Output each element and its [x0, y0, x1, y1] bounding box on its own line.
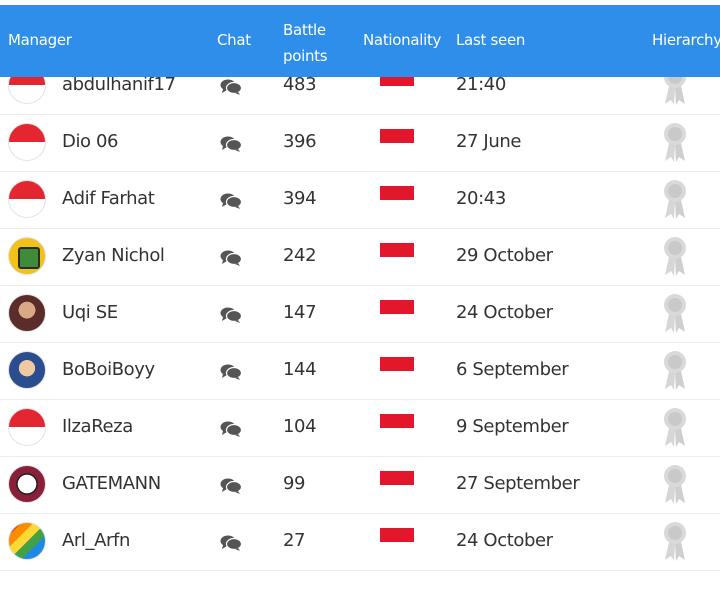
- last-seen: 6 September: [456, 359, 569, 380]
- manager-name[interactable]: BoBoiBoyy: [62, 359, 155, 380]
- manager-name[interactable]: abdulhanif17: [62, 77, 176, 95]
- last-seen: 29 October: [456, 245, 553, 266]
- avatar[interactable]: [8, 522, 46, 560]
- battle-points: 242: [283, 245, 317, 266]
- manager-name[interactable]: Arl_Arfn: [62, 530, 130, 551]
- header-battle-line1: Battle: [283, 21, 326, 39]
- indonesia-flag-icon: [380, 186, 414, 200]
- header-battle-points[interactable]: Battle points: [283, 17, 328, 69]
- header-nationality[interactable]: Nationality: [363, 31, 442, 49]
- avatar[interactable]: [8, 465, 46, 503]
- avatar[interactable]: [8, 408, 46, 446]
- chat-bubble-icon[interactable]: [220, 78, 242, 96]
- indonesia-flag-icon: [380, 414, 414, 428]
- table-row[interactable]: Adif Farhat 394 20:43: [0, 172, 720, 229]
- battle-points: 99: [283, 473, 306, 494]
- medal-rank-icon: [664, 123, 686, 162]
- last-seen: 24 October: [456, 530, 553, 551]
- indonesia-flag-icon: [380, 528, 414, 542]
- chat-bubble-icon[interactable]: [220, 534, 242, 552]
- last-seen: 27 June: [456, 131, 522, 152]
- chat-bubble-icon[interactable]: [220, 306, 242, 324]
- battle-points: 144: [283, 359, 317, 380]
- manager-name[interactable]: Uqi SE: [62, 302, 118, 323]
- indonesia-flag-icon: [380, 471, 414, 485]
- table-row[interactable]: abdulhanif17 483 21:40: [0, 77, 720, 115]
- header-chat[interactable]: Chat: [217, 31, 251, 49]
- battle-points: 483: [283, 77, 317, 95]
- avatar[interactable]: [8, 77, 46, 104]
- manager-name[interactable]: Zyan Nichol: [62, 245, 165, 266]
- chat-bubble-icon[interactable]: [220, 477, 242, 495]
- indonesia-flag-icon: [380, 357, 414, 371]
- indonesia-flag-icon: [380, 77, 414, 86]
- table-row[interactable]: BoBoiBoyy 144 6 September: [0, 343, 720, 400]
- table-row[interactable]: Arl_Arfn 27 24 October: [0, 514, 720, 571]
- medal-rank-icon: [664, 522, 686, 561]
- header-manager[interactable]: Manager: [8, 31, 72, 49]
- chat-bubble-icon[interactable]: [220, 363, 242, 381]
- status-bar-strip: [0, 0, 720, 5]
- indonesia-flag-icon: [380, 300, 414, 314]
- battle-points: 396: [283, 131, 317, 152]
- chat-bubble-icon[interactable]: [220, 249, 242, 267]
- table-header: Manager Chat Battle points Nationality L…: [0, 5, 720, 77]
- manager-name[interactable]: GATEMANN: [62, 473, 161, 494]
- table-row[interactable]: Zyan Nichol 242 29 October: [0, 229, 720, 286]
- table-row[interactable]: IlzaReza 104 9 September: [0, 400, 720, 457]
- header-battle-line2: points: [283, 47, 328, 65]
- indonesia-flag-icon: [380, 243, 414, 257]
- manager-list: abdulhanif17 483 21:40 Dio 06 396 27 Jun…: [0, 77, 720, 590]
- manager-name[interactable]: Dio 06: [62, 131, 119, 152]
- manager-name[interactable]: Adif Farhat: [62, 188, 155, 209]
- chat-bubble-icon[interactable]: [220, 135, 242, 153]
- battle-points: 104: [283, 416, 317, 437]
- medal-rank-icon: [664, 237, 686, 276]
- avatar[interactable]: [8, 351, 46, 389]
- header-last-seen[interactable]: Last seen: [456, 31, 526, 49]
- last-seen: 27 September: [456, 473, 580, 494]
- avatar[interactable]: [8, 294, 46, 332]
- last-seen: 9 September: [456, 416, 569, 437]
- last-seen: 24 October: [456, 302, 553, 323]
- last-seen: 21:40: [456, 77, 506, 95]
- medal-rank-icon: [664, 77, 686, 105]
- table-row[interactable]: Dio 06 396 27 June: [0, 115, 720, 172]
- battle-points: 394: [283, 188, 317, 209]
- indonesia-flag-icon: [380, 129, 414, 143]
- avatar[interactable]: [8, 123, 46, 161]
- manager-name[interactable]: IlzaReza: [62, 416, 133, 437]
- chat-bubble-icon[interactable]: [220, 420, 242, 438]
- avatar[interactable]: [8, 180, 46, 218]
- medal-rank-icon: [664, 294, 686, 333]
- medal-rank-icon: [664, 408, 686, 447]
- header-hierarchy[interactable]: Hierarchy: [652, 31, 720, 49]
- table-row[interactable]: GATEMANN 99 27 September: [0, 457, 720, 514]
- medal-rank-icon: [664, 465, 686, 504]
- medal-rank-icon: [664, 351, 686, 390]
- table-row[interactable]: Uqi SE 147 24 October: [0, 286, 720, 343]
- chat-bubble-icon[interactable]: [220, 192, 242, 210]
- battle-points: 27: [283, 530, 306, 551]
- last-seen: 20:43: [456, 188, 506, 209]
- avatar[interactable]: [8, 237, 46, 275]
- battle-points: 147: [283, 302, 317, 323]
- medal-rank-icon: [664, 180, 686, 219]
